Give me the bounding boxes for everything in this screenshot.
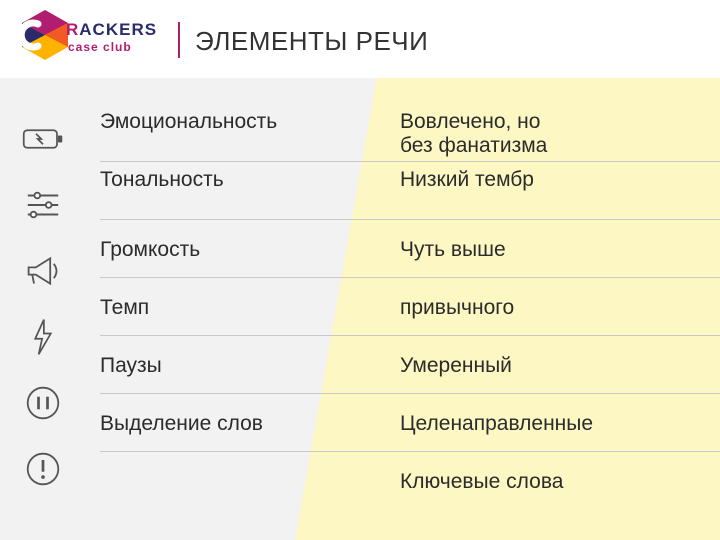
- header-divider: [178, 22, 180, 58]
- slide: RACKERS case club ЭЛЕМЕНТЫ РЕЧИ: [0, 0, 720, 540]
- row-right-value: Вовлечено, но без фанатизма: [400, 110, 700, 158]
- content-row: Тональность Низкий тембр: [100, 162, 720, 220]
- row-left-label: Паузы: [100, 354, 380, 378]
- content-row: Паузы Умеренный: [100, 336, 720, 394]
- page-title: ЭЛЕМЕНТЫ РЕЧИ: [195, 26, 428, 57]
- row-right-value: Целенаправленные: [400, 412, 700, 436]
- logo-text-line2: case club: [68, 40, 132, 54]
- logo: RACKERS case club: [18, 8, 168, 68]
- row-left-label: Выделение слов: [100, 412, 380, 436]
- battery-bolt-icon: [22, 118, 64, 160]
- content-row: Ключевые слова: [100, 452, 720, 510]
- sliders-icon: [22, 184, 64, 226]
- lightning-icon: [22, 316, 64, 358]
- megaphone-icon: [22, 250, 64, 292]
- content-row: Темп привычного: [100, 278, 720, 336]
- row-right-value: Низкий тембр: [400, 168, 700, 192]
- logo-mark-icon: [18, 8, 72, 62]
- icon-rail: [22, 118, 70, 514]
- row-right-value: привычного: [400, 296, 700, 320]
- row-left-label: Эмоциональность: [100, 110, 380, 134]
- row-right-value: Чуть выше: [400, 238, 700, 262]
- row-left-label: Темп: [100, 296, 380, 320]
- content-row: Выделение слов Целенаправленные: [100, 394, 720, 452]
- row-right-value: Ключевые слова: [400, 470, 700, 494]
- row-left-label: Тональность: [100, 168, 380, 192]
- rows-container: Эмоциональность Вовлечено, но без фанатиз…: [100, 78, 720, 510]
- row-left-label: Громкость: [100, 238, 380, 262]
- content-row: Эмоциональность Вовлечено, но без фанатиз…: [100, 78, 720, 162]
- content-row: Громкость Чуть выше: [100, 220, 720, 278]
- logo-text-rest: ACKERS: [79, 20, 157, 39]
- row-right-value: Умеренный: [400, 354, 700, 378]
- body: Эмоциональность Вовлечено, но без фанатиз…: [0, 78, 720, 540]
- exclamation-circle-icon: [22, 448, 64, 490]
- pause-circle-icon: [22, 382, 64, 424]
- logo-text-r: R: [66, 20, 79, 39]
- header: RACKERS case club ЭЛЕМЕНТЫ РЕЧИ: [0, 0, 720, 75]
- logo-text-line1: RACKERS: [66, 20, 157, 40]
